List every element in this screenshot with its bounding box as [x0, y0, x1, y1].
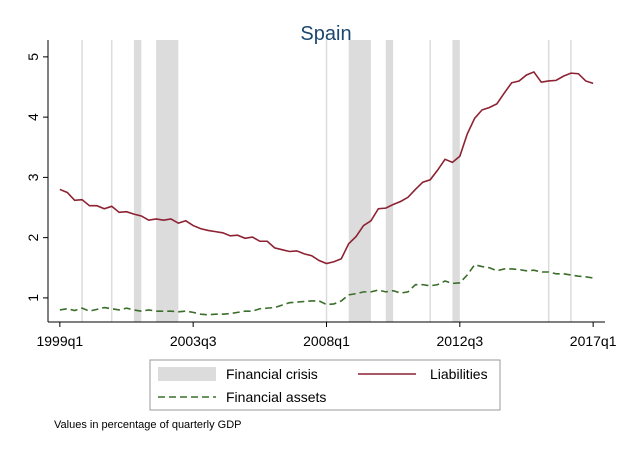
y-tick-label: 3	[25, 173, 41, 181]
legend-label: Liabilities	[430, 366, 488, 382]
y-tick-label: 5	[25, 53, 41, 61]
x-tick-label: 2003q3	[170, 333, 217, 349]
note: Values in percentage of quarterly GDP	[54, 419, 242, 431]
series-line	[59, 263, 594, 316]
x-tick-label: 2008q1	[303, 333, 350, 349]
crisis-band	[133, 40, 142, 322]
y-tick-label: 2	[25, 234, 41, 242]
legend-label: Financial crisis	[226, 366, 318, 382]
legend-label: Financial assets	[226, 389, 326, 405]
series-line	[59, 70, 594, 265]
x-tick-label: 2012q3	[436, 333, 483, 349]
legend-swatch	[158, 367, 216, 381]
y-tick-label: 4	[25, 113, 41, 121]
crisis-band	[348, 40, 371, 322]
x-tick-label: 1999q1	[36, 333, 83, 349]
crisis-band	[156, 40, 179, 322]
y-tick-label: 1	[25, 294, 41, 302]
chart-title: Spain	[300, 23, 351, 45]
crisis-band	[385, 40, 394, 322]
x-tick-label: 2017q1	[570, 333, 617, 349]
crisis-band	[452, 40, 460, 322]
